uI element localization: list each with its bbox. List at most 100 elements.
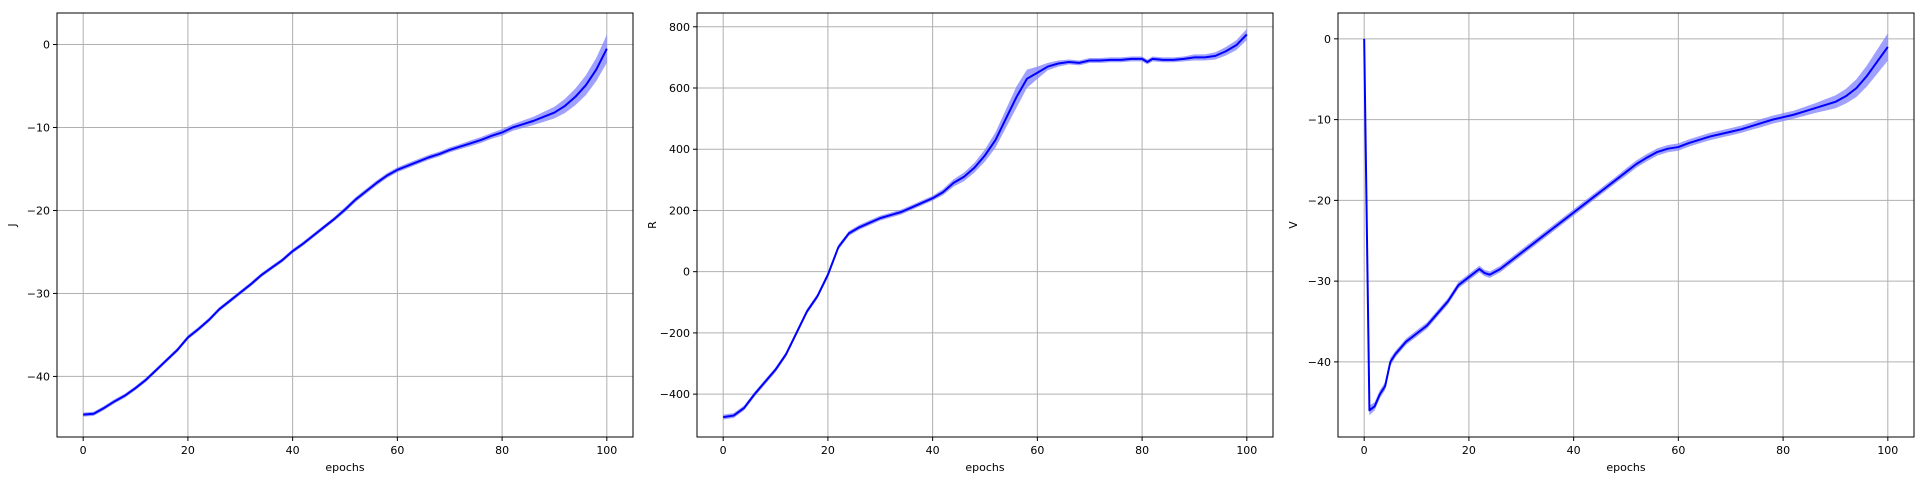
data-point <box>869 222 871 224</box>
data-point <box>1246 33 1248 35</box>
y-tick-label: −20 <box>27 204 50 217</box>
data-point <box>775 369 777 371</box>
y-tick-label: −400 <box>660 388 690 401</box>
data-point <box>1005 118 1007 120</box>
data-point <box>564 105 566 107</box>
data-point <box>1761 122 1763 124</box>
x-tick-label: 80 <box>1135 444 1149 457</box>
data-point <box>785 353 787 355</box>
data-point <box>522 123 524 125</box>
data-point <box>806 310 808 312</box>
data-point <box>595 68 597 70</box>
data-point <box>197 328 199 330</box>
data-point <box>1405 341 1407 343</box>
y-tick-label: 200 <box>669 204 690 217</box>
data-point <box>1489 274 1491 276</box>
data-point <box>1395 353 1397 355</box>
data-point <box>1183 58 1185 60</box>
data-point <box>470 142 472 144</box>
data-point <box>1520 252 1522 254</box>
data-point <box>1824 104 1826 106</box>
chart-panel-2: 0 20 40 60 80 100 −40 −30 −20 −10 0 epochs V <box>1287 12 1915 474</box>
data-point <box>218 308 220 310</box>
y-tick-label: 0 <box>43 39 50 52</box>
data-point <box>1751 125 1753 127</box>
x-axis-label: epochs <box>965 461 1004 474</box>
data-point <box>396 169 398 171</box>
data-point <box>1604 187 1606 189</box>
data-point <box>1677 146 1679 148</box>
data-point <box>963 176 965 178</box>
y-axis-label: V <box>1287 221 1300 229</box>
data-point <box>994 139 996 141</box>
data-point <box>1782 116 1784 118</box>
confidence-band <box>1364 33 1888 416</box>
data-point <box>858 226 860 228</box>
data-point <box>1426 325 1428 327</box>
data-point <box>386 175 388 177</box>
data-point <box>733 415 735 417</box>
data-point <box>1793 114 1795 116</box>
y-tick-label: 0 <box>683 266 690 279</box>
data-point <box>1416 333 1418 335</box>
y-tick-label: 800 <box>669 21 690 34</box>
data-point <box>1646 157 1648 159</box>
data-point <box>1110 59 1112 61</box>
data-point <box>1389 361 1391 363</box>
x-tick-label: 40 <box>286 444 300 457</box>
y-tick-label: 400 <box>669 143 690 156</box>
x-tick-label: 0 <box>80 444 87 457</box>
data-point <box>114 400 116 402</box>
data-point <box>1803 111 1805 113</box>
y-tick-label: −40 <box>27 370 50 383</box>
data-point <box>281 259 283 261</box>
data-point <box>135 387 137 389</box>
data-point <box>155 369 157 371</box>
data-point <box>1204 56 1206 58</box>
data-point <box>1594 195 1596 197</box>
data-point <box>82 414 84 416</box>
x-tick-label: 100 <box>596 444 617 457</box>
data-point <box>1120 59 1122 61</box>
data-point <box>1709 136 1711 138</box>
x-tick-label: 60 <box>390 444 404 457</box>
data-point <box>1057 63 1059 65</box>
data-point <box>1447 300 1449 302</box>
data-point <box>1510 260 1512 262</box>
data-point <box>344 209 346 211</box>
data-point <box>974 167 976 169</box>
y-tick-label: 0 <box>1324 33 1331 46</box>
data-point <box>417 161 419 163</box>
data-point <box>260 274 262 276</box>
data-point <box>1099 59 1101 61</box>
y-tick-label: −30 <box>1308 275 1331 288</box>
data-point <box>911 206 913 208</box>
data-point <box>1719 133 1721 135</box>
data-point <box>1036 72 1038 74</box>
data-point <box>1193 56 1195 58</box>
data-point <box>1887 46 1889 48</box>
data-point <box>1162 59 1164 61</box>
data-point <box>428 156 430 158</box>
data-point <box>1562 220 1564 222</box>
data-point <box>1468 276 1470 278</box>
data-point <box>1131 58 1133 60</box>
data-point <box>1478 268 1480 270</box>
chart-panel-0: 0 20 40 60 80 100 −40 −30 −20 −10 0 epochs J <box>6 12 634 474</box>
data-point <box>1866 75 1868 77</box>
data-point <box>1235 44 1237 46</box>
data-point <box>1583 203 1585 205</box>
x-tick-label: 60 <box>1671 444 1685 457</box>
data-point <box>1089 59 1091 61</box>
data-point <box>1499 268 1501 270</box>
data-point <box>187 336 189 338</box>
data-point <box>1625 171 1627 173</box>
data-point <box>1740 128 1742 130</box>
data-point <box>1225 50 1227 52</box>
data-point <box>480 139 482 141</box>
data-point <box>1015 96 1017 98</box>
data-point <box>1834 101 1836 103</box>
data-point <box>984 154 986 156</box>
data-point <box>1173 59 1175 61</box>
data-point <box>1374 405 1376 407</box>
